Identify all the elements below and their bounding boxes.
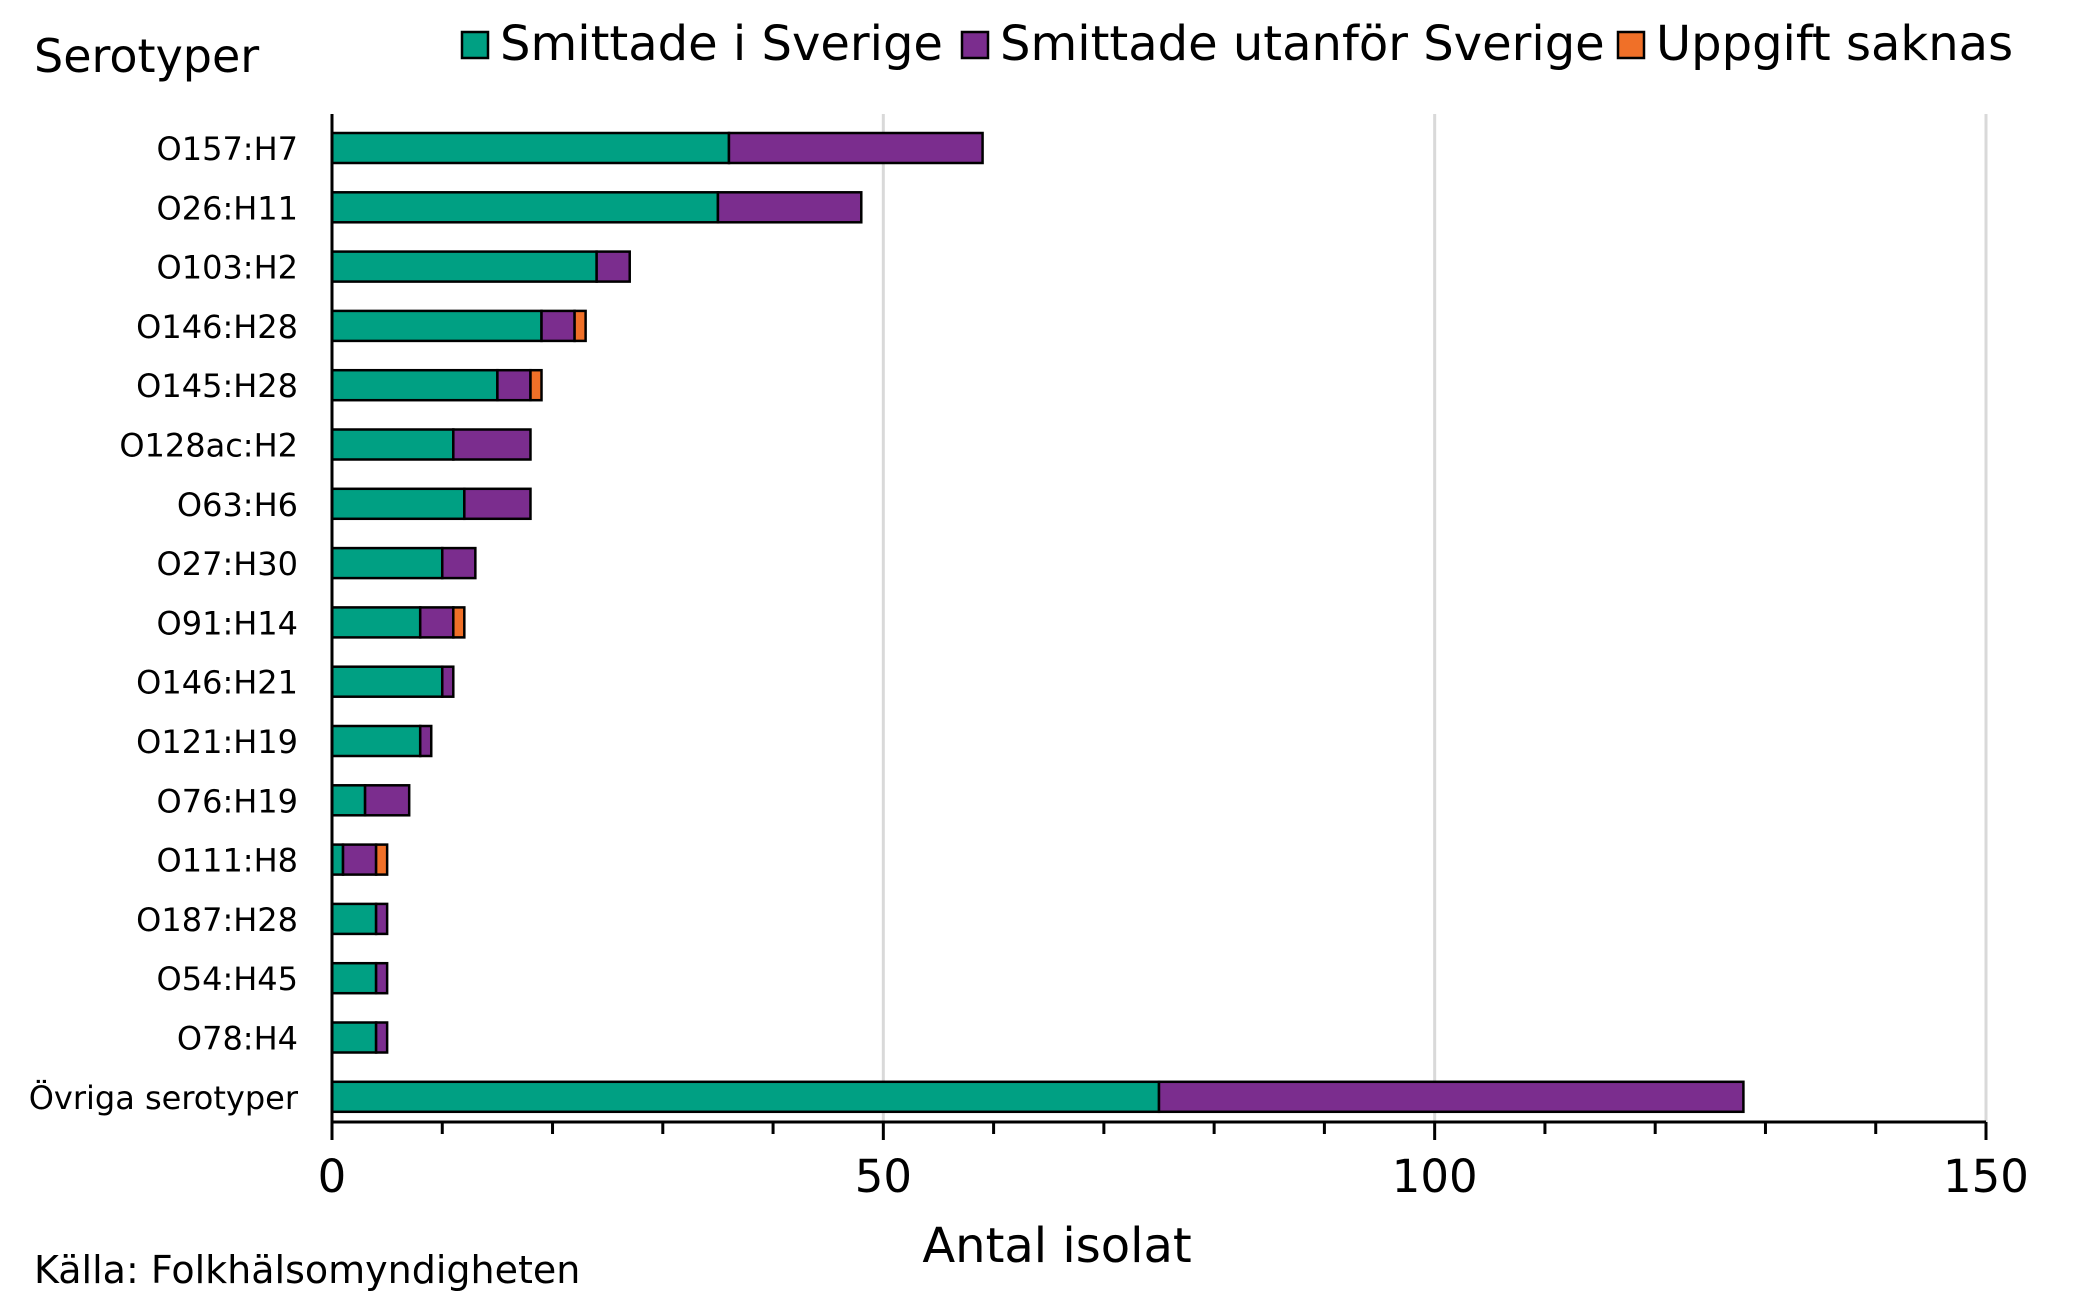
- bar-2-4: [540, 309, 576, 343]
- category-label: O63:H6: [177, 486, 298, 524]
- bar-2-9: [418, 606, 455, 639]
- x-axis: 0 50 100 150: [318, 114, 2029, 1203]
- bar-2-1: [727, 131, 984, 165]
- bar-2-16: [374, 1021, 389, 1054]
- source-note: Källa: Folkhälsomyndigheten: [34, 1248, 580, 1292]
- gridlines: [881, 114, 1988, 1122]
- corner-label: Serotyper: [34, 29, 259, 83]
- bar-2-17: [1157, 1080, 1745, 1114]
- bar-3-13: [374, 843, 389, 876]
- category-label: O78:H4: [177, 1020, 298, 1058]
- category-label: O27:H30: [157, 545, 298, 583]
- bars: [330, 131, 1745, 1114]
- bar-2-3: [595, 250, 631, 283]
- bar-3-4: [573, 309, 587, 343]
- legend-swatch-1: [460, 30, 490, 60]
- bar-2-5: [496, 368, 532, 402]
- bar-1-16: [330, 1021, 378, 1054]
- bar-2-12: [363, 784, 411, 817]
- category-label: O111:H8: [157, 842, 298, 880]
- category-label: O76:H19: [157, 782, 298, 820]
- bar-1-3: [330, 250, 598, 283]
- bar-1-17: [330, 1080, 1161, 1114]
- category-label: O26:H11: [157, 189, 298, 227]
- bar-1-8: [330, 546, 444, 580]
- bar-1-7: [330, 487, 466, 521]
- category-label: O187:H28: [136, 901, 298, 939]
- legend-swatch-2: [960, 30, 990, 60]
- category-label: O128ac:H2: [119, 427, 298, 465]
- bar-2-7: [463, 487, 532, 521]
- category-label: Övriga serotyper: [29, 1079, 299, 1117]
- category-label: O146:H28: [136, 308, 298, 346]
- category-label: O91:H14: [157, 604, 298, 642]
- bar-1-13: [330, 843, 345, 876]
- bar-1-6: [330, 428, 455, 461]
- category-label: O146:H21: [136, 664, 298, 702]
- bar-1-9: [330, 606, 422, 639]
- category-label: O103:H2: [157, 249, 298, 287]
- bar-1-15: [330, 961, 378, 995]
- bar-1-5: [330, 368, 499, 402]
- legend-label-3: Uppgift saknas: [1656, 16, 2013, 72]
- bar-2-13: [341, 843, 378, 876]
- tick-label-100: 100: [1392, 1150, 1478, 1203]
- legend-label-2: Smittade utanför Sverige: [1000, 16, 1605, 72]
- bar-3-9: [452, 606, 466, 639]
- legend-item-2: Smittade utanför Sverige: [960, 16, 1605, 72]
- legend: Smittade i Sverige Smittade utanför Sveri…: [460, 16, 2013, 72]
- bar-1-10: [330, 665, 444, 698]
- bar-1-4: [330, 309, 543, 343]
- bar-2-11: [418, 724, 433, 758]
- legend-label-1: Smittade i Sverige: [500, 16, 943, 72]
- category-labels: O157:H7 O26:H11 O103:H2 O146:H28 O145:H28 O12…: [29, 130, 299, 1117]
- bar-2-15: [374, 961, 389, 995]
- bar-1-14: [330, 902, 378, 936]
- category-label: O157:H7: [157, 130, 298, 168]
- category-label: O121:H19: [136, 723, 298, 761]
- legend-item-3: Uppgift saknas: [1616, 16, 2013, 72]
- tick-label-150: 150: [1943, 1150, 2029, 1203]
- tick-label-50: 50: [855, 1150, 912, 1203]
- bar-3-5: [529, 368, 543, 402]
- bar-1-1: [330, 131, 731, 165]
- bar-2-6: [452, 428, 532, 461]
- legend-swatch-3: [1616, 30, 1646, 60]
- category-label: O145:H28: [136, 367, 298, 405]
- tick-label-0: 0: [318, 1150, 347, 1203]
- bar-2-14: [374, 902, 389, 936]
- bar-1-11: [330, 724, 422, 758]
- bar-2-10: [441, 665, 455, 698]
- bar-2-8: [441, 546, 477, 580]
- x-axis-title: Antal isolat: [922, 1218, 1191, 1274]
- bar-1-2: [330, 191, 720, 224]
- bar-2-2: [716, 191, 863, 224]
- bar-1-12: [330, 784, 367, 817]
- legend-item-1: Smittade i Sverige: [460, 16, 943, 72]
- category-label: O54:H45: [157, 960, 298, 998]
